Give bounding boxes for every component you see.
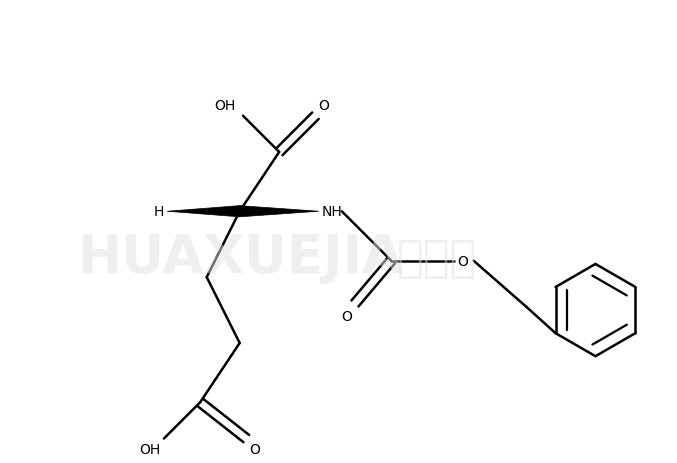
Text: H: H [154, 205, 164, 219]
Polygon shape [240, 206, 319, 217]
Text: O: O [319, 99, 330, 113]
Text: OH: OH [214, 99, 235, 113]
Text: NH: NH [322, 205, 343, 219]
Text: HUAXUEJIA: HUAXUEJIA [77, 232, 403, 284]
Text: O: O [341, 309, 351, 323]
Text: O: O [457, 254, 468, 268]
Text: OH: OH [139, 442, 160, 456]
Text: O: O [250, 442, 261, 456]
Text: 化学加: 化学加 [397, 236, 477, 279]
Polygon shape [167, 206, 240, 217]
